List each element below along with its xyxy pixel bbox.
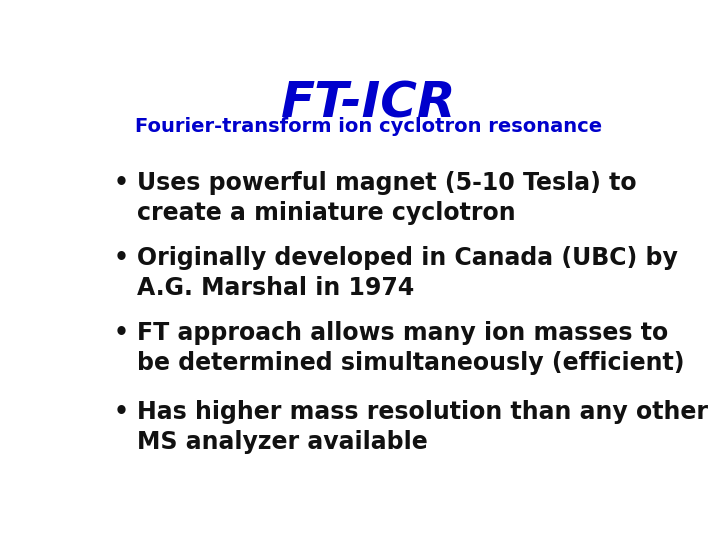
Text: Originally developed in Canada (UBC) by
A.G. Marshal in 1974: Originally developed in Canada (UBC) by … <box>138 246 678 300</box>
Text: Has higher mass resolution than any other
MS analyzer available: Has higher mass resolution than any othe… <box>138 400 708 454</box>
Text: FT-ICR: FT-ICR <box>282 79 456 127</box>
Text: •: • <box>113 246 128 269</box>
Text: Fourier-transform ion cyclotron resonance: Fourier-transform ion cyclotron resonanc… <box>135 117 603 136</box>
Text: •: • <box>113 171 128 195</box>
Text: FT approach allows many ion masses to
be determined simultaneously (efficient): FT approach allows many ion masses to be… <box>138 321 685 375</box>
Text: Uses powerful magnet (5-10 Tesla) to
create a miniature cyclotron: Uses powerful magnet (5-10 Tesla) to cre… <box>138 171 637 226</box>
Text: •: • <box>113 400 128 423</box>
Text: •: • <box>113 321 128 345</box>
